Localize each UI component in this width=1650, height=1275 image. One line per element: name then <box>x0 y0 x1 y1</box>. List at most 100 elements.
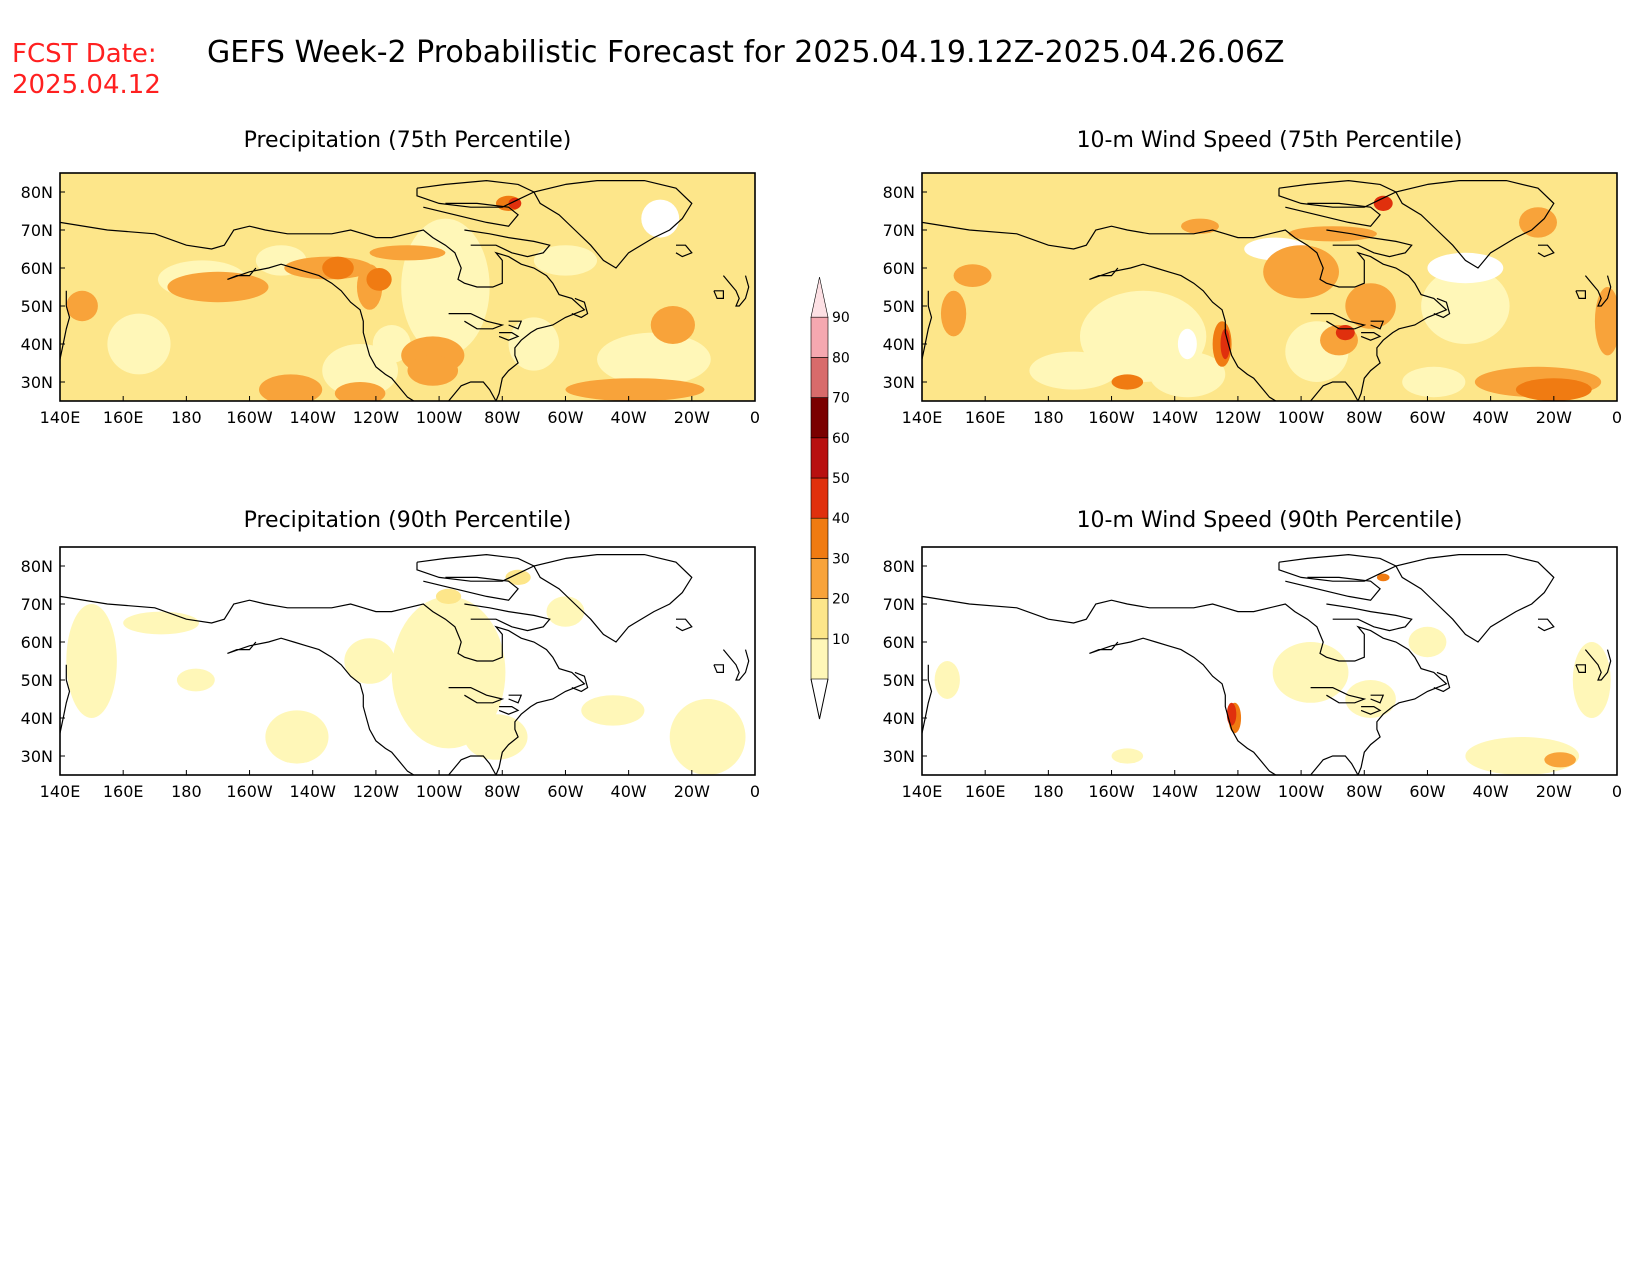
lat-tick-label: 40N <box>883 709 915 728</box>
coastline <box>1575 290 1586 299</box>
probability-area <box>366 268 392 291</box>
colorbar-label: 20 <box>832 592 850 608</box>
colorbar-lower-arrow <box>810 678 829 720</box>
coastline <box>1584 275 1612 307</box>
map-frame <box>59 172 756 402</box>
colorbar-legend: 10 20 30 40 50 60 70 80 90 <box>810 276 850 720</box>
lat-tick-label: 30N <box>883 747 915 766</box>
probability-area <box>66 290 98 322</box>
probability-area <box>322 256 354 280</box>
probability-area <box>1519 207 1557 238</box>
probability-area <box>176 668 215 692</box>
coastline <box>508 694 523 704</box>
lon-tick-label: 180 <box>171 782 202 801</box>
colorbar-label: 80 <box>832 350 850 366</box>
coastline <box>498 332 520 341</box>
probability-area <box>669 699 746 775</box>
coastline <box>448 313 505 330</box>
probability-area <box>1335 325 1355 341</box>
probability-area <box>1373 195 1393 211</box>
lon-tick-label: 140E <box>902 408 943 427</box>
lat-tick-label: 60N <box>21 633 53 652</box>
coastline <box>416 179 536 208</box>
probability-area <box>1111 748 1144 764</box>
lon-tick-label: 100W <box>416 782 463 801</box>
lat-tick-label: 30N <box>883 373 915 392</box>
coastline <box>423 202 519 227</box>
probability-area <box>464 714 528 760</box>
map-frame <box>59 546 756 776</box>
lat-tick-label: 70N <box>21 595 53 614</box>
coastline <box>532 554 693 643</box>
probability-area <box>107 313 171 375</box>
map-panel-wind-90: 10-m Wind Speed (90th Percentile) 140E 160… <box>883 508 1622 801</box>
probability-area <box>1149 351 1226 398</box>
probability-area <box>1376 573 1390 582</box>
map-panels: Precipitation (75th Percentile)140E 160E 1… <box>21 128 1622 801</box>
coastlines <box>60 553 750 775</box>
probability-area <box>508 197 522 210</box>
coastline <box>1310 381 1359 401</box>
probability-area <box>1029 351 1118 390</box>
colorbar-label: 90 <box>832 310 850 326</box>
coastline <box>1278 179 1398 208</box>
coastline <box>571 671 589 693</box>
lon-tick-label: 140W <box>1152 408 1199 427</box>
lon-tick-label: 20W <box>674 782 710 801</box>
coastline <box>423 576 519 601</box>
coastline <box>713 290 724 299</box>
probability-area <box>581 695 645 726</box>
probability-area <box>1111 374 1144 390</box>
probability-area <box>1402 366 1466 398</box>
probability-area <box>934 661 960 699</box>
lon-tick-label: 140W <box>1152 782 1199 801</box>
probability-field <box>60 547 755 775</box>
map-frame <box>921 546 1618 776</box>
probability-area <box>508 317 560 371</box>
lon-tick-label: 40W <box>1473 782 1509 801</box>
coastline <box>1370 694 1385 704</box>
colorbar-swatch <box>810 598 829 640</box>
lon-tick-label: 100W <box>416 408 463 427</box>
probability-area <box>1177 328 1197 360</box>
coastline <box>1575 664 1586 673</box>
lat-tick-label: 30N <box>21 373 53 392</box>
lat-tick-label: 80N <box>883 557 915 576</box>
coastline <box>448 381 497 401</box>
lon-tick-label: 20W <box>1536 782 1572 801</box>
lon-tick-label: 20W <box>674 408 710 427</box>
coastline <box>464 603 551 632</box>
coastline <box>448 755 497 775</box>
lon-tick-label: 140W <box>290 782 337 801</box>
lat-tick-label: 70N <box>883 595 915 614</box>
lat-tick-label: 60N <box>883 259 915 278</box>
probability-area <box>123 611 199 635</box>
lon-tick-label: 60W <box>1409 782 1445 801</box>
coastline <box>675 618 693 632</box>
lon-tick-label: 160E <box>103 408 144 427</box>
lon-tick-label: 140W <box>290 408 337 427</box>
coastline <box>1360 706 1382 715</box>
coastline <box>60 221 586 401</box>
lon-tick-label: 20W <box>1536 408 1572 427</box>
lon-tick-label: 120W <box>353 408 400 427</box>
probability-area <box>505 569 531 585</box>
fcst-date-value: 2025.04.12 <box>12 70 161 100</box>
probability-field <box>60 173 755 401</box>
lon-tick-label: 60W <box>547 408 583 427</box>
coastline <box>1370 320 1385 330</box>
probability-area <box>565 378 705 401</box>
coastline <box>532 180 693 269</box>
colorbar-swatch <box>810 357 829 398</box>
probability-area <box>1515 378 1592 401</box>
probability-area <box>1408 626 1447 658</box>
colorbar-swatch <box>810 316 829 358</box>
lon-tick-label: 40W <box>611 408 647 427</box>
lat-tick-label: 60N <box>883 633 915 652</box>
lon-tick-label: 160W <box>226 408 273 427</box>
coastline <box>464 229 551 258</box>
probability-area <box>546 596 585 627</box>
coastline <box>227 637 415 775</box>
probability-area <box>533 245 598 276</box>
colorbar-label: 40 <box>832 511 850 527</box>
